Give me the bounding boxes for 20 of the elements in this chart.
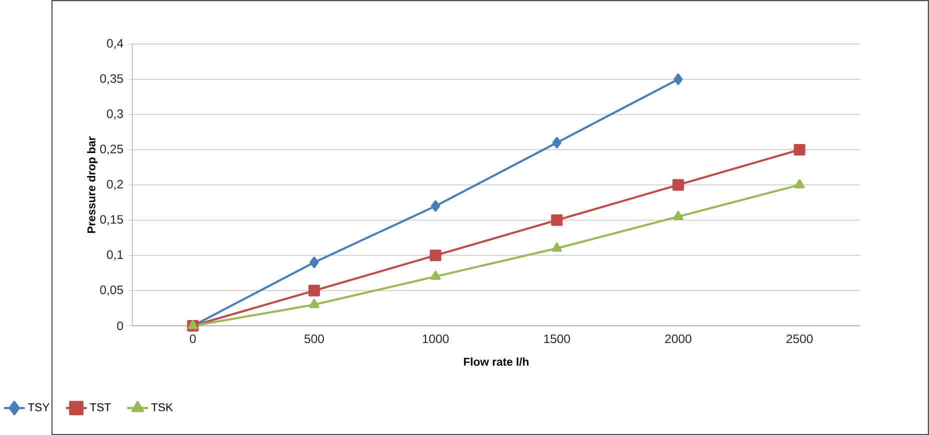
legend-label: TST (90, 403, 111, 412)
x-tick-label: 1000 (422, 334, 449, 344)
y-axis-title: Pressure drop bar (87, 136, 98, 233)
y-tick-label: 0,1 (106, 250, 123, 260)
y-tick-label: 0,05 (100, 285, 123, 296)
legend-label: TSK (151, 403, 173, 412)
x-axis-title: Flow rate l/h (464, 357, 528, 366)
x-tick-label: 0 (190, 334, 196, 344)
legend-label: TSY (28, 403, 50, 412)
x-tick-label: 2500 (786, 334, 813, 344)
y-tick-label: 0,3 (106, 109, 123, 120)
y-tick-label: 0,25 (100, 144, 123, 155)
x-tick-label: 2000 (665, 334, 692, 344)
y-tick-label: 0 (117, 321, 124, 330)
x-tick-label: 500 (304, 334, 324, 344)
y-tick-label: 0,2 (106, 180, 123, 190)
y-tick-label: 0,35 (100, 74, 123, 84)
x-tick-label: 1500 (544, 334, 570, 344)
y-tick-label: 0,15 (100, 215, 123, 226)
y-tick-label: 0,4 (106, 38, 124, 50)
